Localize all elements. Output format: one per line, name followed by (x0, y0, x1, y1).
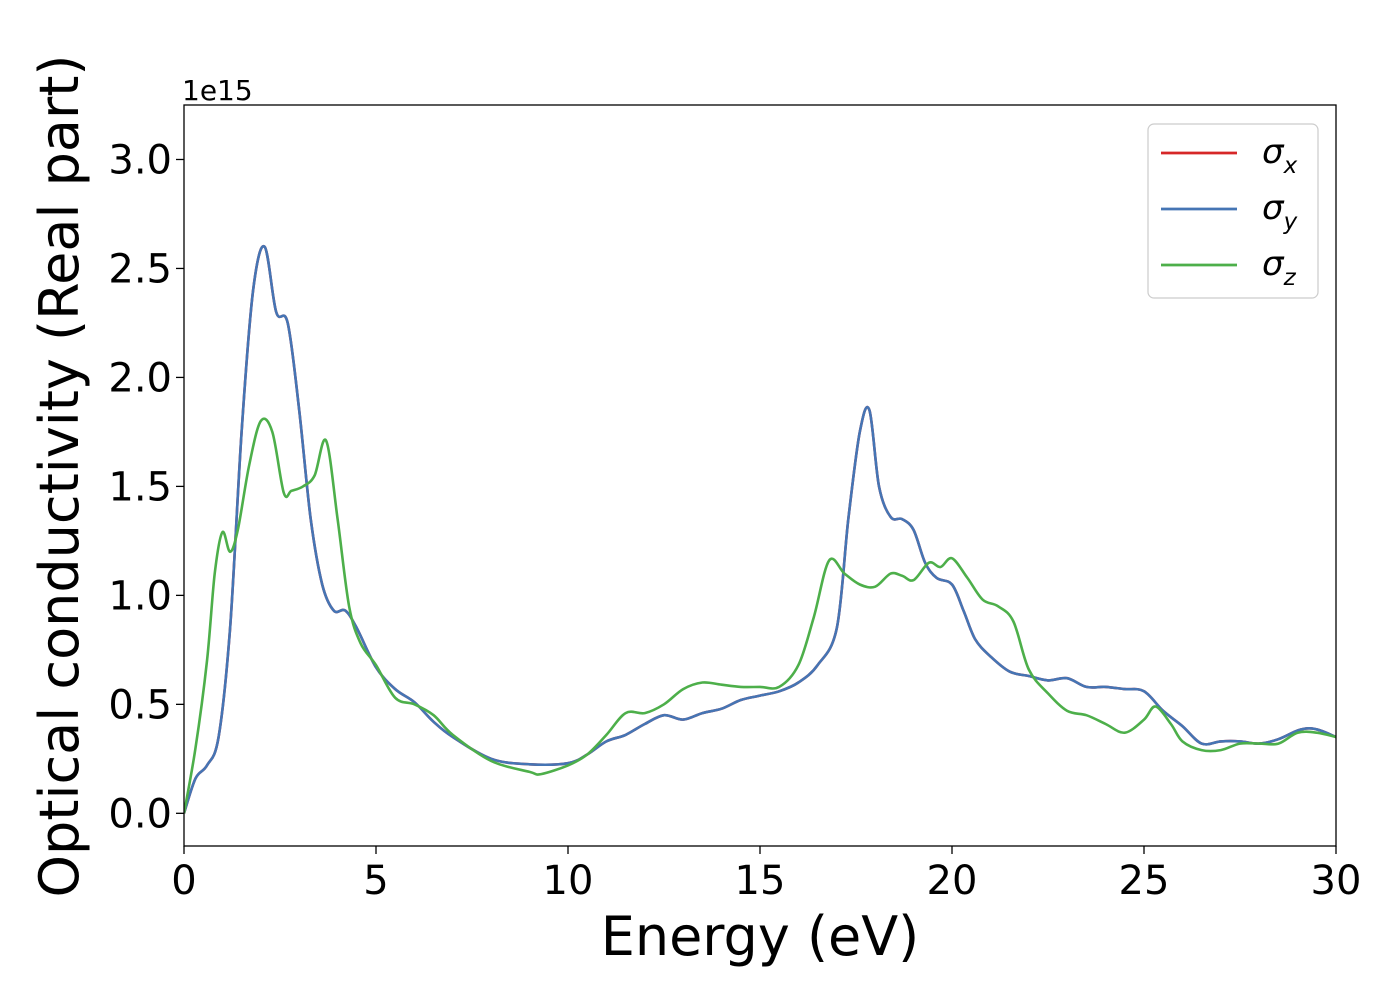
legend-box (1147, 123, 1319, 299)
legend-label: σy (1262, 188, 1298, 235)
x-tick-label: 20 (927, 858, 978, 904)
legend-label: σx (1262, 132, 1298, 179)
x-tick-label: 15 (735, 858, 786, 904)
x-axis-label: Energy (eV) (601, 905, 920, 968)
y-tick-label: 2.5 (108, 246, 172, 292)
y-tick-label: 2.0 (108, 355, 172, 401)
x-axis-ticks: 0 5 10 15 20 25 30 (171, 846, 1361, 904)
y-offset-label: 1e15 (182, 74, 253, 107)
x-tick-label: 0 (171, 858, 196, 904)
x-tick-label: 10 (543, 858, 594, 904)
y-tick-label: 1.5 (108, 464, 172, 510)
y-tick-label: 0.5 (108, 682, 172, 728)
legend-label: σz (1262, 244, 1297, 291)
y-axis-label: Optical conductivity (Real part) (28, 55, 91, 898)
x-tick-label: 5 (363, 858, 388, 904)
x-tick-label: 25 (1119, 858, 1170, 904)
y-tick-label: 3.0 (108, 137, 172, 183)
y-tick-label: 1.0 (108, 573, 172, 619)
y-tick-label: 0.0 (108, 791, 172, 837)
x-tick-label: 30 (1311, 858, 1362, 904)
series-line-sigma-z (184, 417, 1336, 814)
y-axis-ticks: 0.0 0.5 1.0 1.5 2.0 2.5 3.0 (108, 137, 184, 837)
legend: σx σy σz (1147, 123, 1319, 299)
series-line-sigma-y (184, 244, 1336, 814)
series-layer (184, 244, 1336, 814)
